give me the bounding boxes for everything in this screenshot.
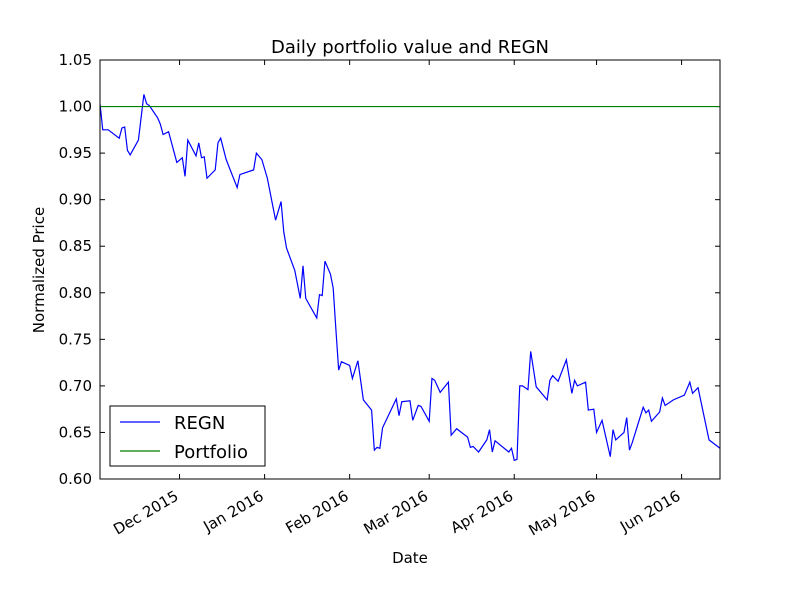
plot-frame <box>99 59 721 480</box>
y-tick-label: 0.75 <box>59 330 92 348</box>
y-tick-label: 0.65 <box>59 423 92 441</box>
y-tick-label: 0.70 <box>59 377 92 395</box>
y-tick-label: 0.60 <box>59 470 92 488</box>
y-tick-label: 0.95 <box>59 144 92 162</box>
chart-title: Daily portfolio value and REGN <box>271 37 549 58</box>
legend-label: REGN <box>174 413 225 434</box>
y-tick-label: 1.00 <box>59 98 92 116</box>
y-tick-label: 0.85 <box>59 237 92 255</box>
data-line <box>100 94 720 462</box>
y-tick-label: 0.80 <box>59 284 92 302</box>
x-axis-label: Date <box>392 549 428 567</box>
y-tick-label: 1.05 <box>59 51 92 69</box>
legend-box <box>109 405 266 467</box>
y-tick-label: 0.90 <box>59 191 92 209</box>
legend-label: Portfolio <box>174 442 248 463</box>
y-axis-label: Normalized Price <box>30 207 48 333</box>
